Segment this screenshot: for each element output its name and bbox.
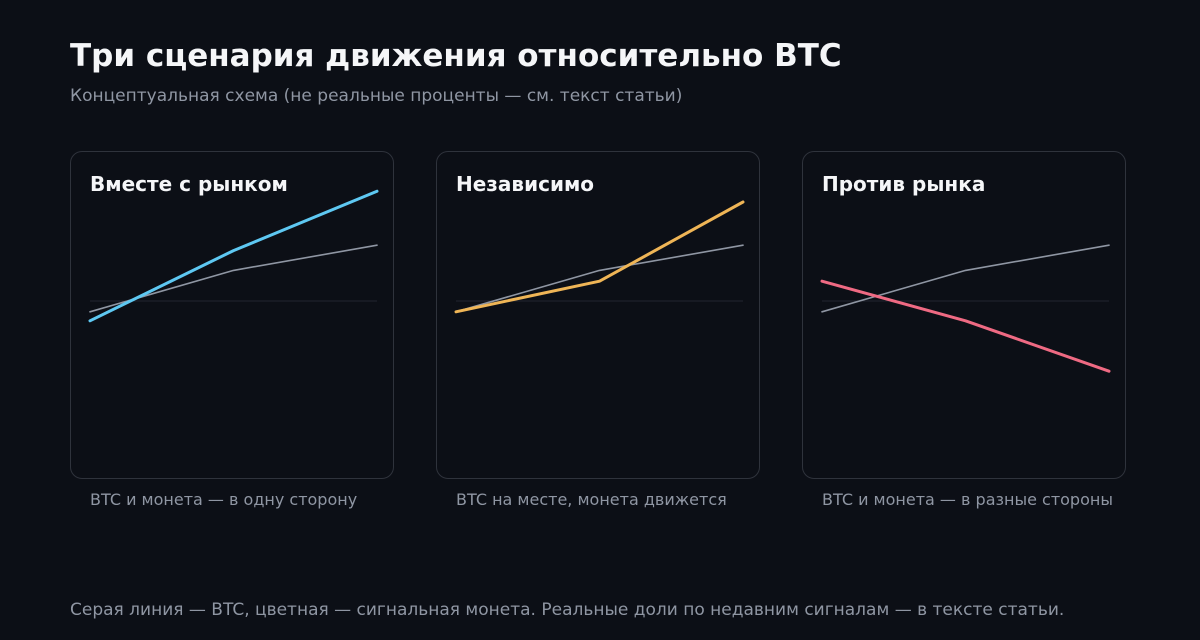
scenario-card-against: Против рынка bbox=[802, 151, 1126, 479]
btc-series-line bbox=[821, 244, 1110, 313]
coin-series-line bbox=[820, 279, 1111, 373]
chart-footnote: Серая линия — BTC, цветная — сигнальная … bbox=[70, 600, 1065, 620]
btc-series-line bbox=[89, 244, 378, 313]
scenario-card-together: Вместе с рынком bbox=[70, 151, 394, 479]
scenario-title: Против рынка bbox=[822, 172, 986, 196]
scenario-chart bbox=[454, 200, 745, 314]
scenario-title: Вместе с рынком bbox=[90, 172, 288, 196]
scenario-chart bbox=[88, 189, 379, 323]
scenario-caption: BTC на месте, монета движется bbox=[456, 490, 727, 509]
scenario-chart bbox=[820, 244, 1111, 373]
coin-series-line bbox=[454, 200, 745, 314]
scenario-card-independent: Независимо bbox=[436, 151, 760, 479]
chart-subtitle: Концептуальная схема (не реальные процен… bbox=[70, 86, 683, 106]
scenario-title: Независимо bbox=[456, 172, 595, 196]
scenario-caption: BTC и монета — в одну сторону bbox=[90, 490, 358, 509]
scenario-caption: BTC и монета — в разные стороны bbox=[822, 490, 1113, 509]
coin-series-line bbox=[88, 189, 379, 323]
btc-series-line bbox=[455, 244, 744, 313]
chart-title: Три сценария движения относительно BTC bbox=[70, 38, 842, 74]
